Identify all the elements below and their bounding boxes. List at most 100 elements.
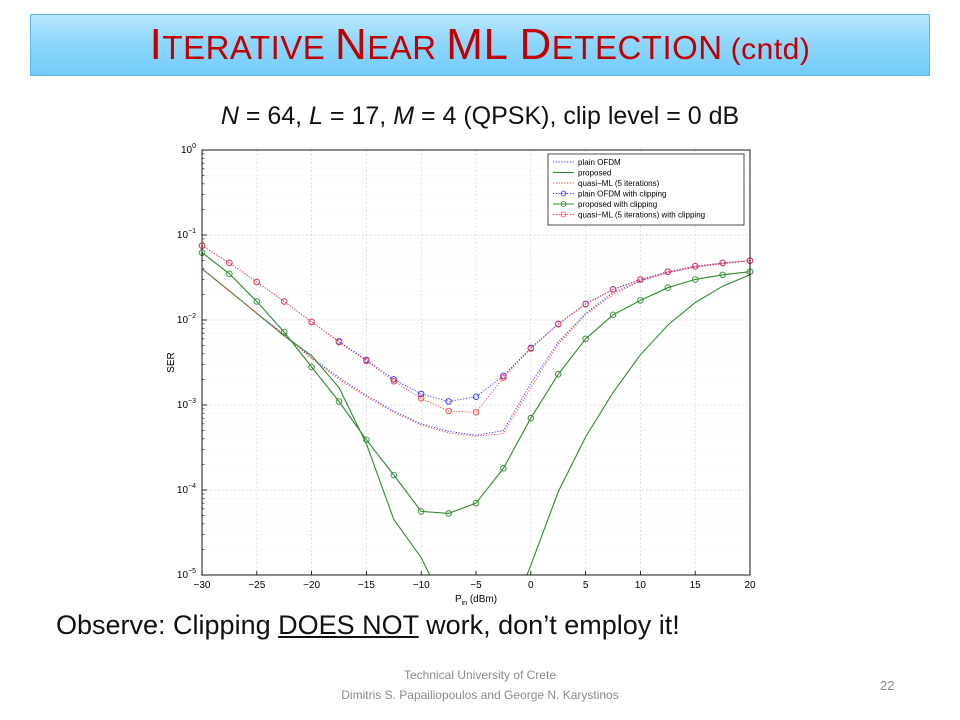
series-marker-4 [390,471,398,479]
y-tick-label: 10−1 [177,228,196,241]
legend-label-1: proposed [578,169,611,178]
legend-label-4: proposed with clipping [578,200,657,209]
series-marker-5 [691,263,699,270]
series-marker-5 [637,276,644,283]
x-tick-label: 10 [635,580,647,591]
series-marker-3 [472,393,480,401]
series-marker-5 [253,278,261,286]
series-marker-3 [390,376,398,383]
legend-marker-5 [560,211,567,218]
subtitle-n-var: N [220,102,239,130]
legend-box [547,153,745,226]
series-line-4 [202,252,750,514]
y-axis-label: SER [166,352,177,373]
series-line-3 [202,245,750,402]
x-tick-label: −5 [470,580,482,591]
series-marker-4 [691,276,699,283]
footer: Technical University of Crete Dimitris S… [230,665,730,705]
series-marker-5 [363,357,370,365]
observe-underlined: DOES NOT [278,610,419,640]
legend-label-0: plain OFDM [578,158,621,167]
x-tick-label: 5 [583,580,589,591]
series-marker-4 [253,298,261,305]
footer-authors: Dimitris S. Papailiopoulos and George N.… [341,688,619,702]
series-marker-5 [472,409,480,416]
series-marker-4 [445,510,452,517]
series-marker-5 [664,268,672,276]
series-marker-3 [500,372,507,380]
subtitle-m-var: M [393,102,415,130]
title-part: EAR [367,29,447,66]
series-marker-5 [335,338,343,346]
page-number: 22 [880,678,895,693]
x-tick-label: −20 [303,580,320,591]
series-marker-5 [308,318,315,326]
subtitle-n-val: = 64, [238,102,310,130]
series-marker-5 [417,395,425,402]
series-marker-4 [335,398,343,405]
series-marker-5 [554,321,562,328]
subtitle-l-val: = 17, [322,102,394,130]
title-part: I [149,20,163,69]
series-marker-4 [226,270,233,278]
legend-label-5: quasi−ML (5 iterations) with clipping [578,211,705,220]
series-marker-4 [500,465,507,472]
observe-after: work, don’t employ it! [418,610,680,640]
x-tick-label: 20 [744,580,756,591]
subtitle-l-var: L [309,102,323,130]
series-marker-5 [582,301,589,308]
footer-institution: Technical University of Crete [403,668,557,682]
y-tick-label: 100 [181,143,196,156]
title-bar: ITERATIVE NEAR ML DETECTION (cntd) [30,14,930,76]
subtitle-m-val: = 4 (QPSK), clip level = 0 dB [414,102,740,130]
series-marker-5 [527,345,535,352]
series-marker-4 [582,335,589,343]
series-marker-4 [719,271,726,279]
series-marker-5 [719,259,726,267]
observe-note: Observe: Clipping DOES NOT work, don’t e… [56,610,680,641]
legend-marker-3 [560,190,567,197]
slide-title: ITERATIVE NEAR ML DETECTION (cntd) [150,20,811,70]
title-part: TERATIVE [162,29,335,66]
y-tick-label: 10−4 [177,483,196,496]
x-tick-label: −25 [248,580,265,591]
series-marker-5 [280,298,288,305]
series-marker-5 [390,378,398,385]
x-tick-label: −15 [358,580,375,591]
series-line-5 [202,245,750,413]
series-line-1 [202,268,750,575]
series-marker-5 [500,374,507,381]
series-marker-4 [363,436,370,444]
title-part: ETECTION [551,29,723,66]
legend-label-3: plain OFDM with clipping [578,190,666,199]
x-axis-label: Pin (dBm) [455,594,497,607]
legend-label-2: quasi−ML (5 iterations) [578,179,660,188]
series-marker-5 [609,286,617,293]
x-tick-label: −10 [413,580,430,591]
series-marker-4 [527,414,535,422]
series-marker-4 [280,328,288,336]
title-part: N [334,20,368,69]
series-marker-4 [472,499,480,507]
series-marker-3 [445,398,452,405]
series-marker-3 [417,390,425,398]
observe-before: Observe: Clipping [56,610,279,640]
x-tick-label: 0 [528,580,534,591]
series-marker-5 [226,259,233,267]
chart-subtitle: N = 64, L = 17, M = 4 (QPSK), clip level… [0,102,960,131]
title-part: ML D [446,20,552,69]
series-marker-4 [308,363,315,371]
y-tick-label: 10−3 [177,398,196,411]
title-suffix: (cntd) [730,33,811,66]
series-marker-4 [637,297,644,304]
x-tick-label: −30 [194,580,211,591]
series-marker-4 [664,284,672,291]
legend-marker-4 [560,201,567,207]
x-tick-label: 15 [690,580,702,591]
ser-chart: −30 −25 −20 −15 −10 −5 0 5 10 15 20 100 10−1 10−2 10−3… [166,143,756,607]
axes-frame [201,149,751,576]
series-marker-5 [445,407,452,415]
series-marker-4 [554,371,562,378]
y-tick-label: 10−5 [177,568,196,581]
series-marker-4 [417,508,425,515]
